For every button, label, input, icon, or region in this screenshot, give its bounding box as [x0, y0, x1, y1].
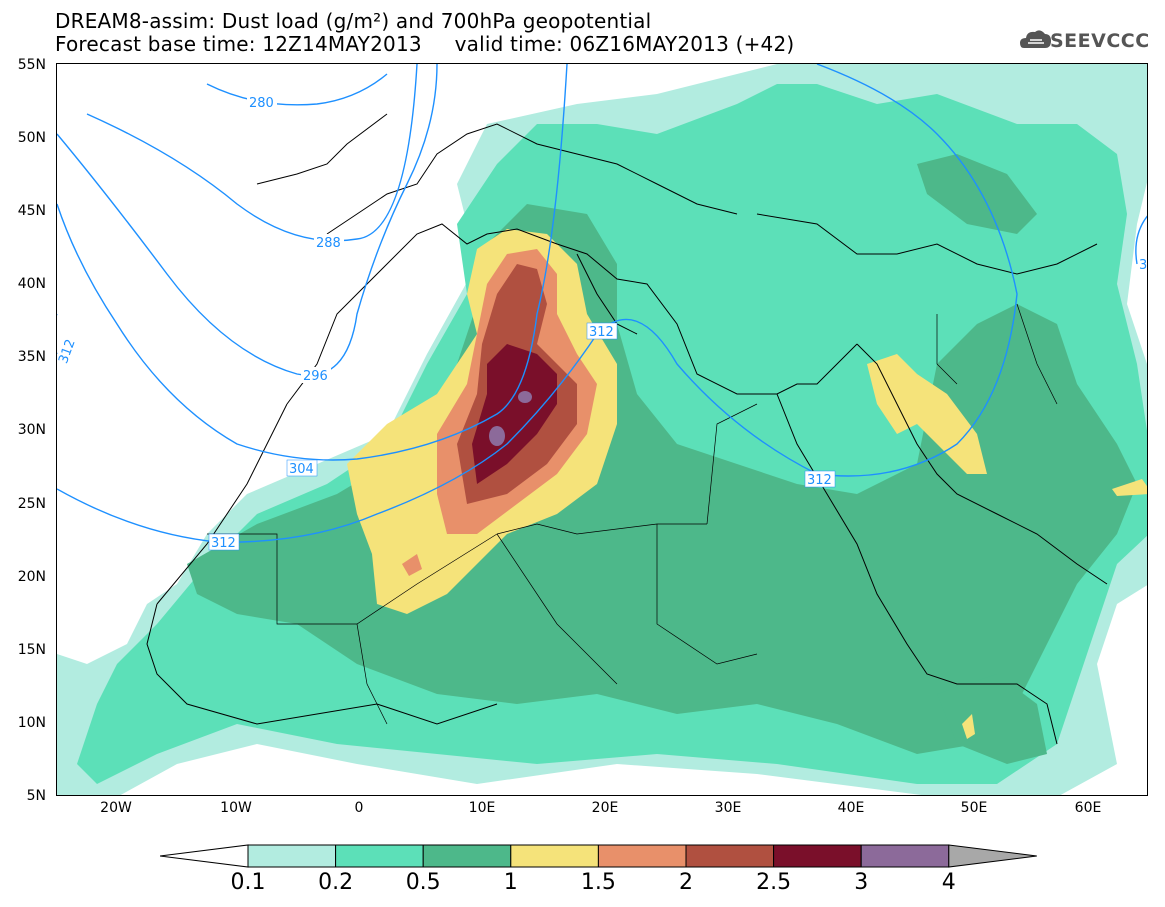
colorbar-high-arrow	[948, 844, 1037, 868]
lon-label-60e: 60E	[1074, 800, 1102, 816]
lon-label-10w: 10W	[220, 800, 252, 816]
lon-label-10e: 10E	[468, 800, 496, 816]
contour-label-312-east: 312	[807, 473, 832, 488]
lon-label-20w: 20W	[100, 800, 132, 816]
contour-label-288: 288	[316, 236, 341, 251]
colorbar-segment-2	[335, 844, 424, 868]
contour-label-3-edge: 3	[1139, 258, 1147, 273]
dust-band-1-gulf	[1112, 479, 1147, 496]
colorbar-label: 0.5	[405, 870, 441, 895]
colorbar-segment-7	[773, 844, 862, 868]
lat-label-25n: 25N	[17, 496, 46, 512]
dust-band-0.5	[187, 204, 1137, 754]
colorbar-label: 1	[503, 870, 518, 895]
contour-288	[86, 64, 418, 242]
contour-label-312-center: 312	[589, 325, 614, 340]
contour-280	[206, 73, 388, 106]
colorbar-label: 2.5	[756, 870, 792, 895]
lat-label-35n: 35N	[17, 349, 46, 365]
title-line-2: Forecast base time: 12Z14MAY2013 valid t…	[55, 32, 795, 56]
colorbar	[160, 844, 1037, 868]
lat-label-30n: 30N	[17, 422, 46, 438]
contour-label-312-west: 312	[211, 536, 236, 551]
lat-label-45n: 45N	[17, 203, 46, 219]
colorbar-label: 0.2	[318, 870, 354, 895]
lat-label-55n: 55N	[17, 57, 46, 73]
colorbar-segment-4	[510, 844, 599, 868]
logo-text: SEEVCCC	[1050, 30, 1150, 52]
dust-band-2.5	[472, 344, 557, 484]
contour-label-304: 304	[289, 462, 314, 477]
contour-312a	[57, 64, 1018, 543]
lon-label-30e: 30E	[714, 800, 742, 816]
lat-label-5n: 5N	[26, 788, 46, 804]
dust-band-1.5-south	[402, 554, 422, 576]
colorbar-segment-3	[422, 844, 512, 868]
contour-3-east	[1135, 215, 1147, 265]
colorbar-segment-1	[247, 844, 337, 868]
lat-label-50n: 50N	[17, 130, 46, 146]
colorbar-label: 0.1	[230, 870, 266, 895]
geopotential-contours	[57, 64, 1147, 543]
dust-band-3a	[489, 426, 505, 446]
lat-label-20n: 20N	[17, 569, 46, 585]
lon-label-50e: 50E	[960, 800, 988, 816]
contour-label-280: 280	[249, 96, 274, 111]
lat-label-10n: 10N	[17, 715, 46, 731]
contour-304	[57, 64, 568, 461]
dust-band-3b	[518, 391, 532, 403]
lat-label-15n: 15N	[17, 642, 46, 658]
colorbar-label: 2	[679, 870, 693, 895]
lon-label-0: 0	[354, 800, 364, 816]
contour-label-296: 296	[303, 369, 328, 384]
country-borders	[207, 303, 1058, 725]
colorbar-segment-5	[597, 844, 687, 868]
lon-label-20e: 20E	[591, 800, 619, 816]
map-panel: 280 288 296 304 312 312 312 312 3	[56, 63, 1148, 796]
dust-band-1-horn	[962, 714, 975, 739]
dust-band-0.5-east	[917, 154, 1037, 234]
colorbar-label: 1.5	[580, 870, 616, 895]
colorbar-label: 4	[941, 870, 956, 895]
colorbar-low-arrow	[160, 844, 249, 868]
colorbar-label: 3	[854, 870, 869, 895]
dust-band-0.5-horn	[937, 674, 1047, 764]
title-line-1: DREAM8-assim: Dust load (g/m²) and 700hP…	[55, 9, 652, 33]
dust-load-map: 280 288 296 304 312 312 312 312 3	[57, 64, 1147, 795]
contour-labels: 280 288 296 304 312 312 312 312 3	[57, 94, 1147, 551]
lat-label-40n: 40N	[17, 276, 46, 292]
lon-label-40e: 40E	[837, 800, 865, 816]
colorbar-segment-8	[860, 844, 950, 868]
cloud-icon	[1020, 30, 1051, 48]
colorbar-segment-6	[685, 844, 775, 868]
